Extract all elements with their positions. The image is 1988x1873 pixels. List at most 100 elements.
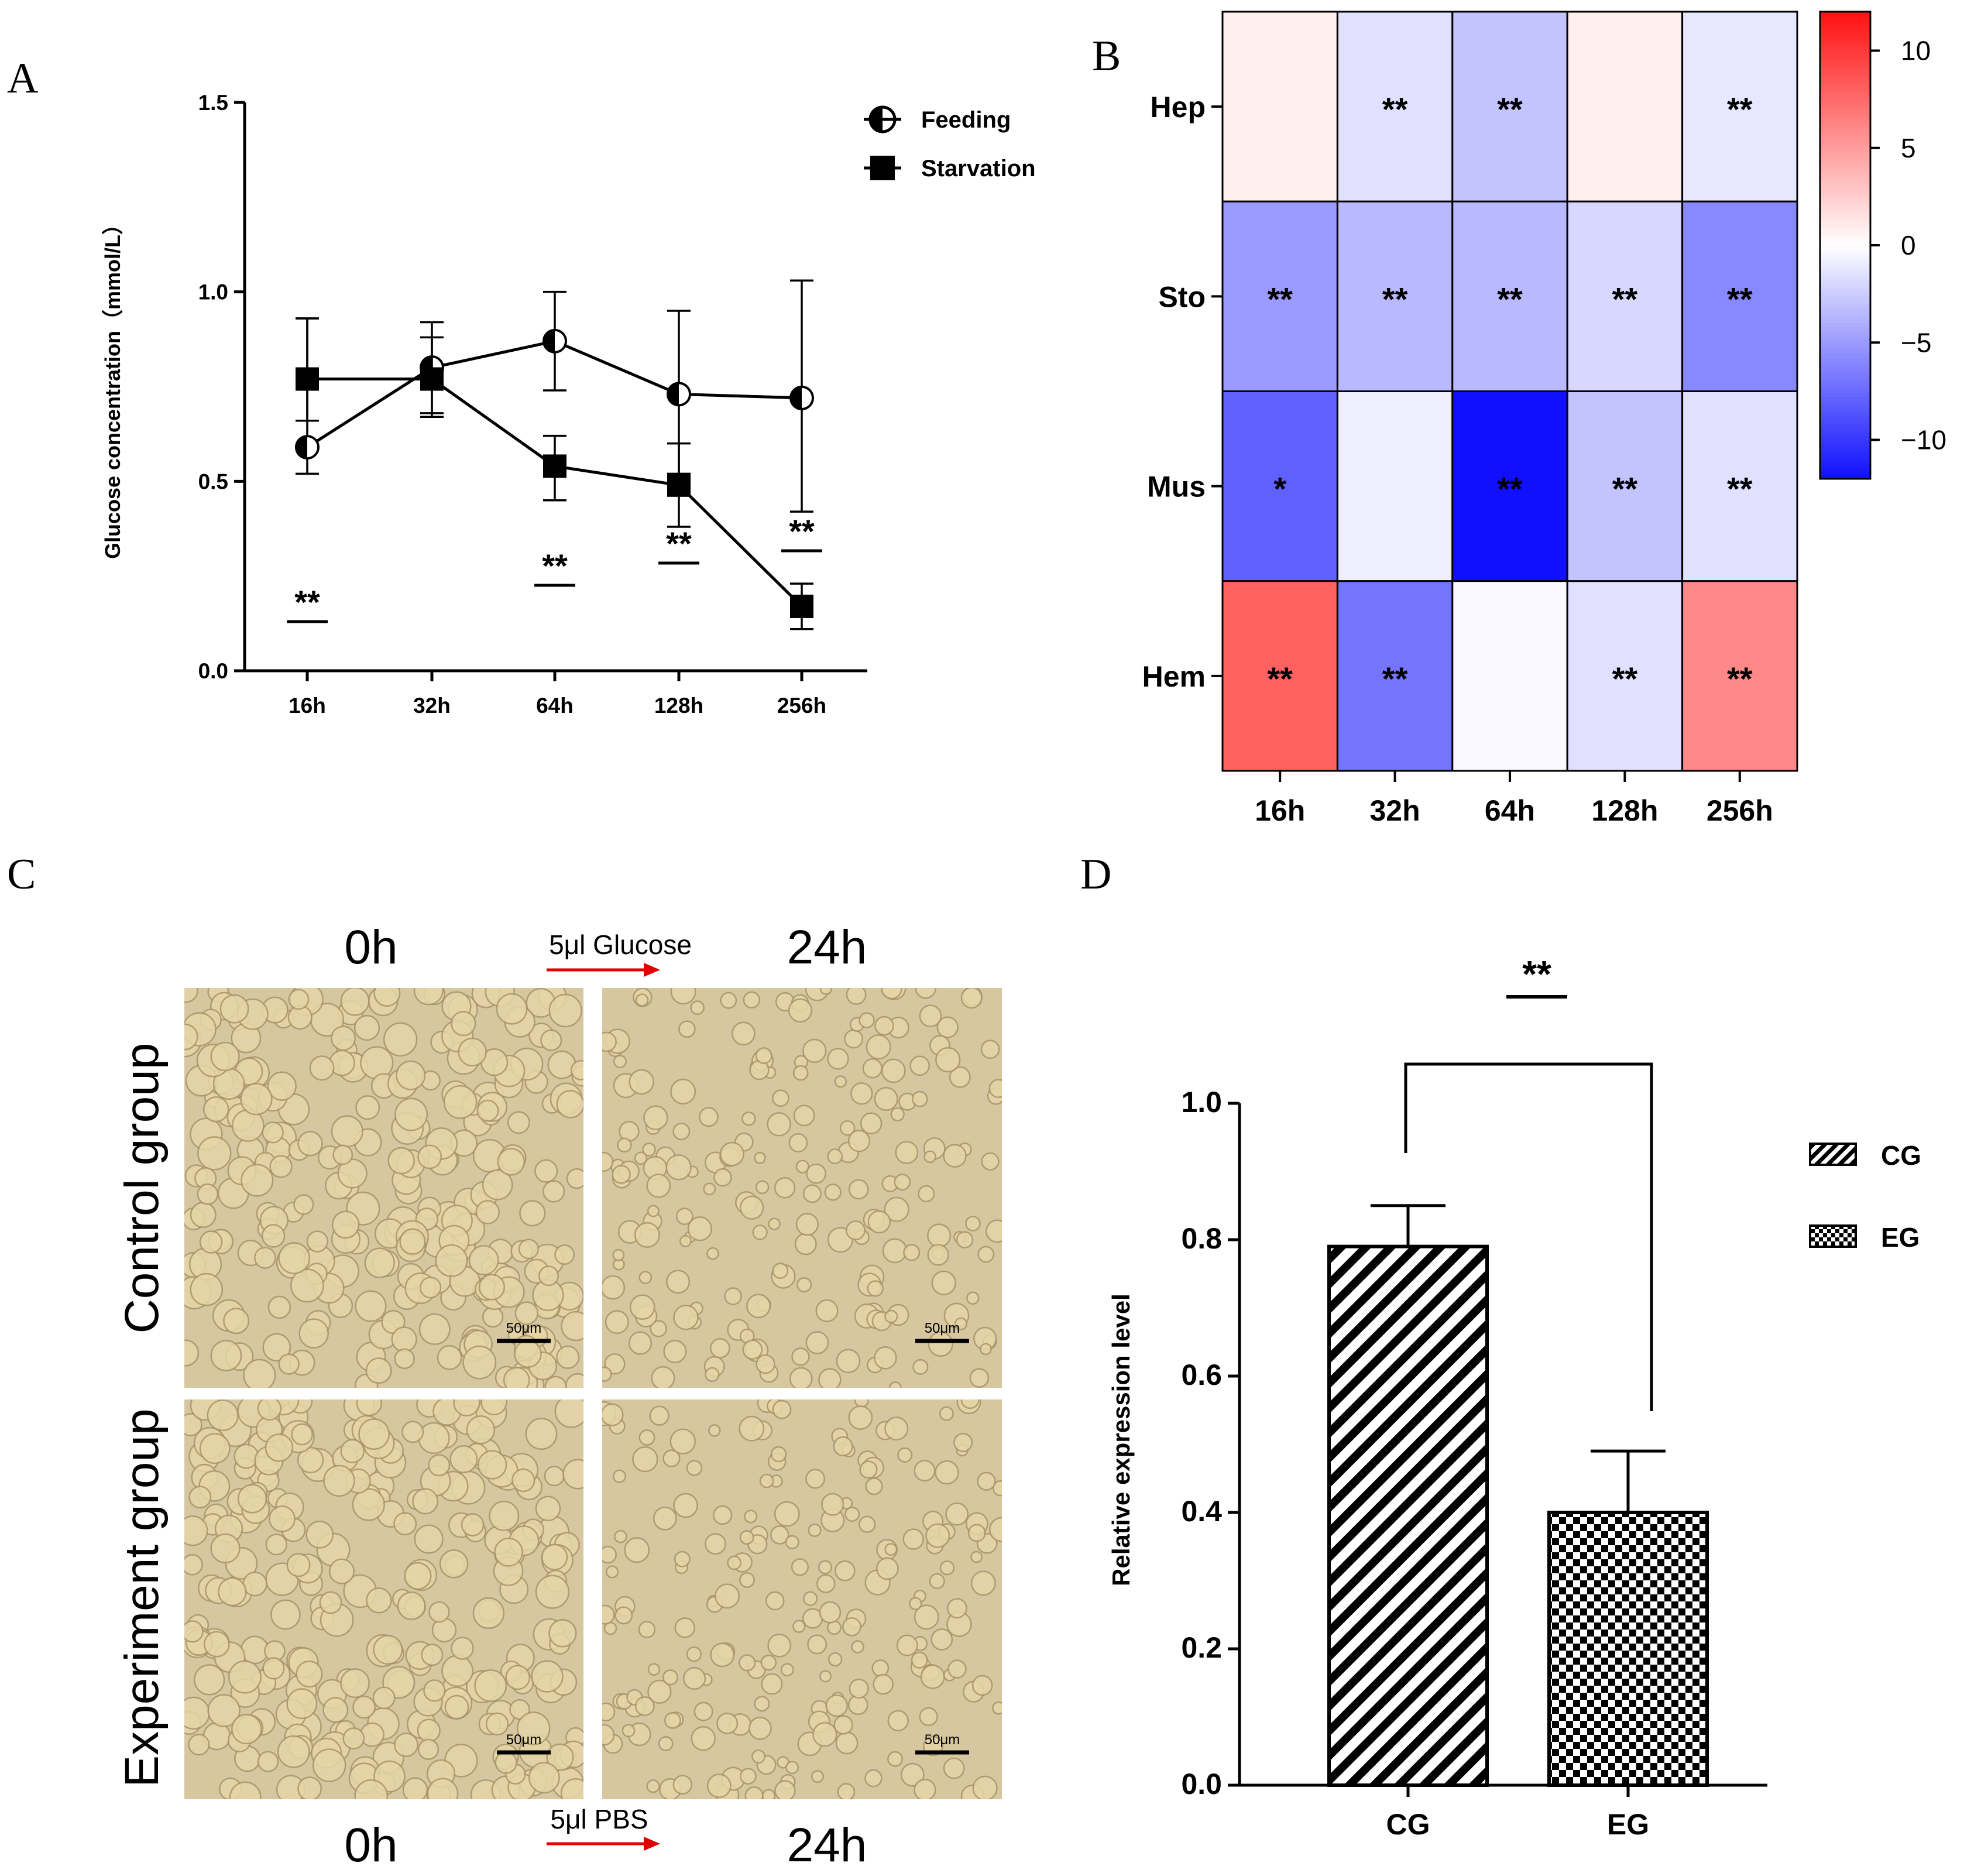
b-colorbar-step: [1820, 331, 1870, 335]
b-colorbar-step: [1820, 109, 1870, 114]
a-xtick-label: 128h: [654, 694, 703, 718]
d-y-axis-label: Relative expression level: [1107, 1294, 1135, 1586]
b-cell-stars: **: [1382, 280, 1408, 317]
b-cell-stars: **: [1382, 660, 1408, 697]
b-cell-stars: **: [1497, 91, 1523, 128]
b-colorbar-step: [1820, 222, 1870, 227]
b-colorbar: 10 5 0 −5 −10: [1819, 11, 1946, 480]
b-colorbar-step: [1820, 175, 1870, 180]
b-colorbar-step: [1820, 66, 1870, 71]
b-colorbar-step: [1820, 378, 1870, 382]
b-colorbar-step: [1820, 210, 1870, 215]
a-x-ticks: 16h 32h 64h 128h 256h: [289, 671, 826, 718]
b-colorbar-step: [1820, 346, 1870, 351]
b-colorbar-step: [1820, 194, 1870, 200]
b-colorbar-step: [1820, 447, 1870, 452]
b-heatmap-cell: [1336, 580, 1454, 772]
b-colorbar-step: [1820, 284, 1870, 289]
b-colorbar-step: [1820, 369, 1870, 375]
b-colorbar-step: [1820, 124, 1870, 129]
b-column-labels: 16h 32h 64h 128h 256h: [1255, 771, 1773, 827]
b-colorbar-step: [1820, 471, 1870, 476]
b-colorbar-step: [1820, 58, 1870, 63]
a-sig-stars: **: [789, 513, 815, 550]
c-scalebar-label: 50μm: [925, 1320, 960, 1336]
b-heatmap-cell: [1681, 580, 1798, 772]
d-ytick-label: 0.4: [1181, 1495, 1222, 1528]
b-colorbar-step: [1820, 85, 1870, 90]
b-colorbar-step: [1820, 300, 1870, 304]
d-legend: CG EG: [1809, 1140, 1921, 1253]
b-colorbar-step: [1820, 401, 1870, 406]
b-colorbar-step: [1820, 338, 1870, 344]
legend-cg-swatch: [1809, 1143, 1857, 1166]
c-bottom-left-time: 0h: [344, 1819, 397, 1872]
legend-eg-label: EG: [1881, 1222, 1920, 1253]
b-colorbar-step: [1820, 54, 1870, 59]
b-colorbar-step: [1820, 459, 1870, 464]
a-point-square: [667, 473, 691, 497]
b-colorbar-step: [1820, 234, 1870, 238]
b-colorbar-step: [1820, 237, 1870, 242]
panel-label-a: A: [7, 54, 38, 102]
b-colorbar-step: [1820, 342, 1870, 347]
b-colorbar-step: [1820, 225, 1870, 231]
b-colorbar-step: [1820, 46, 1870, 52]
c-scalebar-label: 50μm: [506, 1732, 542, 1748]
b-colorbar-step: [1820, 74, 1870, 79]
a-xtick-label: 32h: [413, 694, 451, 718]
a-xtick-label: 256h: [777, 694, 826, 718]
panel-a-line-chart: 0.0 0.5 1.0 1.5 16h 32h 64h 128h 256h Glucose c…: [101, 91, 1036, 718]
b-colorbar-step: [1820, 272, 1870, 277]
legend-cg-label: CG: [1881, 1140, 1921, 1171]
d-xtick-label: CG: [1386, 1808, 1430, 1841]
a-point-half-circle: [295, 435, 320, 460]
b-colorbar-label: 10: [1901, 36, 1931, 66]
panel-label-d: D: [1080, 850, 1111, 898]
b-col-label: 16h: [1255, 794, 1305, 827]
b-colorbar-step: [1820, 116, 1870, 122]
b-heatmap-cell: [1566, 11, 1684, 203]
b-colorbar-step: [1820, 159, 1870, 164]
b-cell-stars: **: [1497, 280, 1523, 317]
b-colorbar-step: [1820, 78, 1870, 83]
b-heatmap-cell: [1451, 11, 1568, 203]
b-colorbar-step: [1820, 140, 1870, 145]
legend-eg-swatch: [1809, 1224, 1857, 1248]
b-colorbar-step: [1820, 97, 1870, 102]
d-sig-stars: **: [1522, 953, 1551, 995]
a-ytick-label: 1.0: [198, 280, 228, 304]
c-top-treatment: 5μl Glucose: [549, 929, 692, 960]
b-colorbar-step: [1820, 463, 1870, 468]
c-top-left-time: 0h: [344, 921, 397, 974]
b-colorbar-step: [1820, 206, 1870, 211]
d-ytick-label: 0.2: [1181, 1631, 1222, 1664]
b-colorbar-step: [1820, 435, 1870, 441]
c-bottom-treatment: 5μl PBS: [550, 1804, 648, 1834]
b-cell-stars: **: [1727, 471, 1753, 507]
c-photo-experiment-0h: 50μm: [184, 1399, 583, 1799]
b-colorbar-step: [1820, 303, 1870, 308]
b-colorbar-step: [1820, 43, 1870, 47]
d-ytick-label: 0.0: [1181, 1768, 1222, 1800]
b-colorbar-step: [1820, 467, 1870, 472]
c-scalebar-label: 50μm: [506, 1320, 542, 1336]
b-row-label: Sto: [1158, 280, 1206, 313]
b-colorbar-step: [1820, 389, 1870, 394]
d-bars: [1327, 1204, 1709, 1787]
b-col-label: 32h: [1370, 794, 1420, 827]
b-colorbar-step: [1820, 179, 1870, 184]
b-colorbar-step: [1820, 455, 1870, 460]
b-cell-stars: *: [1273, 471, 1286, 507]
b-row-label: Hem: [1142, 660, 1206, 693]
b-colorbar-step: [1820, 101, 1870, 106]
panel-label-b: B: [1092, 32, 1121, 80]
a-point-half-circle: [543, 328, 567, 354]
b-row-label: Mus: [1147, 471, 1206, 503]
b-heatmap-cell: [1681, 11, 1798, 203]
a-ytick-label: 1.5: [198, 91, 228, 115]
b-colorbar-step: [1820, 144, 1870, 149]
b-colorbar-step: [1820, 319, 1870, 324]
b-cell-stars: **: [1727, 91, 1753, 128]
